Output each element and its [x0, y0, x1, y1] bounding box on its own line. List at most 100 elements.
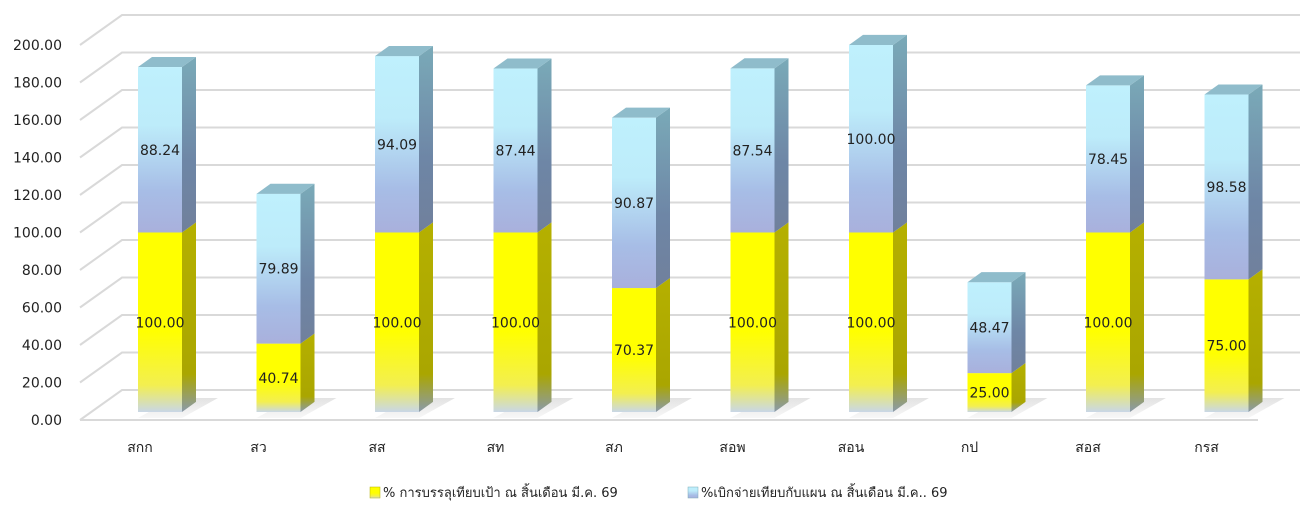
bar-series-1-side [774, 222, 789, 412]
bar-series-1 [612, 288, 656, 412]
gridline [79, 389, 1300, 421]
gridline [79, 89, 1300, 121]
x-category-label: กป [961, 440, 978, 456]
bar-top [256, 183, 315, 194]
gridline [79, 14, 1300, 46]
bar-series-2 [256, 193, 301, 344]
bar-top [612, 107, 670, 118]
x-axis: สกก สว สส สท สภ สอพ สอน กป สอส กรส [127, 440, 1219, 456]
bar-series-1 [967, 373, 1012, 412]
bar-series-2-side [1130, 75, 1144, 233]
bar-top [493, 58, 552, 69]
y-tick-label: 140.00 [13, 151, 62, 167]
bar-series-2-side [893, 34, 907, 233]
bar-series-1 [730, 232, 775, 412]
bar-series-2-side [656, 107, 670, 289]
bar-top [1086, 75, 1144, 86]
bar-series-1 [1086, 232, 1130, 412]
bar-series-2-side [300, 183, 315, 344]
bar-top [967, 272, 1026, 283]
bar-series-1 [256, 343, 301, 412]
x-category-label: สอน [838, 440, 865, 456]
bar-series-1-side [1011, 363, 1026, 412]
data-label-series-1: 100.00 [728, 315, 777, 331]
bar-series-1-side [656, 277, 670, 412]
gridline [79, 314, 1300, 346]
x-category-label: สว [250, 440, 266, 456]
bars [138, 34, 1285, 418]
y-axis: 0.00 20.00 40.00 60.00 80.00 100.00 120.00 140.… [13, 38, 62, 429]
bar-series-1-side [182, 222, 196, 412]
bar-top [138, 56, 196, 68]
gridline [79, 276, 1300, 309]
x-category-label: สภ [605, 440, 623, 456]
legend-label: %เบิกจ่ายเทียบกับแผน ณ สิ้นเดือน มี.ค.. … [701, 483, 948, 501]
y-tick-label: 200.00 [13, 38, 62, 54]
bar-top [1204, 84, 1263, 95]
data-label-series-2: 78.45 [1088, 152, 1128, 168]
bar-series-2-side [537, 58, 552, 233]
bar-series-1 [1204, 279, 1249, 412]
data-label-series-2: 79.89 [258, 262, 298, 278]
y-tick-label: 80.00 [22, 263, 62, 279]
x-category-label: สอส [1075, 440, 1101, 456]
bar-series-1-side [893, 222, 907, 412]
y-tick-label: 60.00 [22, 301, 62, 317]
data-labels: 100.00 88.24 40.74 79.89 100.00 94.09 100.00 87… [136, 132, 1247, 402]
gridline [79, 126, 1300, 159]
gridline [79, 351, 1300, 384]
legend-swatch [687, 486, 699, 499]
bar-series-1 [138, 232, 182, 412]
x-category-label: สส [368, 440, 386, 456]
data-label-series-1: 100.00 [491, 315, 540, 331]
legend-label: % การบรรลุเทียบเป้า ณ สิ้นเดือน มี.ค. 69 [383, 483, 618, 501]
data-label-series-1: 100.00 [847, 315, 896, 331]
gridline [79, 239, 1300, 271]
data-label-series-2: 87.44 [495, 144, 535, 160]
x-category-label: สท [487, 440, 505, 456]
bar-series-2 [1086, 85, 1130, 233]
bar-series-2-side [1248, 84, 1263, 280]
bar-top [849, 34, 907, 45]
bar-series-2-side [182, 56, 196, 233]
bar-series-1-side [537, 222, 552, 412]
bar-series-2 [730, 68, 775, 233]
bar-series-2 [612, 117, 656, 289]
bar-series-1-side [419, 222, 433, 412]
bar-series-1 [375, 232, 419, 412]
gridlines [79, 14, 1300, 421]
y-tick-label: 180.00 [13, 76, 62, 92]
y-tick-label: 40.00 [22, 338, 62, 354]
data-label-series-2: 98.58 [1206, 180, 1246, 196]
bar-series-1 [493, 232, 538, 412]
data-label-series-1: 100.00 [136, 315, 185, 331]
bar-series-2 [1204, 94, 1249, 280]
data-label-series-1: 75.00 [1206, 339, 1246, 355]
bar-series-2 [849, 45, 893, 233]
legend-swatch [369, 486, 381, 499]
bar-series-1-side [300, 333, 315, 412]
data-label-series-1: 100.00 [373, 315, 422, 331]
data-label-series-2: 100.00 [847, 132, 896, 148]
bar-series-2 [138, 67, 182, 233]
data-label-series-2: 87.54 [732, 143, 772, 159]
data-label-series-1: 40.74 [258, 371, 298, 387]
x-category-label: กรส [1194, 440, 1219, 456]
data-label-series-2: 48.47 [969, 321, 1009, 337]
data-label-series-2: 90.87 [614, 196, 654, 212]
x-category-label: สอพ [719, 440, 745, 456]
y-tick-label: 160.00 [13, 113, 62, 129]
bar-series-1 [849, 232, 893, 412]
legend: % การบรรลุเทียบเป้า ณ สิ้นเดือน มี.ค. 69… [369, 483, 948, 501]
x-category-label: สกก [127, 440, 153, 456]
bar-series-1-side [1248, 269, 1263, 412]
gridline [79, 201, 1300, 234]
data-label-series-1: 25.00 [969, 386, 1009, 402]
gridline [79, 164, 1300, 196]
data-label-series-2: 94.09 [377, 137, 417, 153]
data-label-series-1: 100.00 [1084, 315, 1133, 331]
bar-top [375, 46, 433, 57]
bar-series-2 [493, 68, 538, 233]
bar-top [730, 58, 789, 69]
